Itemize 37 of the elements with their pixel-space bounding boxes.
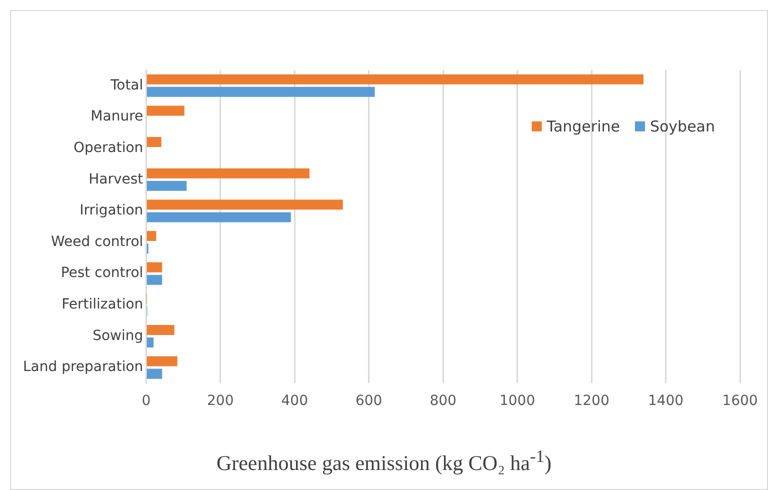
bar (146, 74, 644, 84)
bar (146, 368, 162, 379)
y-tick-label: Total (109, 77, 144, 94)
x-tick-label: 1600 (722, 393, 758, 410)
y-tick-label: Operation (73, 140, 144, 156)
bar (146, 168, 310, 178)
y-tick-label: Sowing (92, 328, 144, 344)
x-tick-label: 0 (142, 393, 151, 410)
y-tick-label: Fertilization (62, 296, 144, 313)
x-axis-title: Greenhouse gas emission (kg CO₂ ha$^{-1}$) (215, 446, 553, 476)
y-tick-label: Irrigation (80, 202, 144, 219)
bar (146, 324, 174, 335)
bar (146, 200, 343, 210)
bar (146, 274, 162, 285)
legend-label: Soybean (650, 117, 716, 136)
x-tick-label: 1400 (648, 393, 684, 410)
x-tick-label: 600 (355, 393, 382, 410)
x-tick-label: 1200 (574, 393, 610, 410)
bar (146, 212, 291, 222)
y-tick-label: Land preparation (23, 359, 144, 376)
bar (146, 337, 154, 348)
bar (146, 180, 187, 191)
bar (146, 356, 178, 366)
bar (146, 86, 375, 97)
y-tick-label: Weed control (51, 234, 144, 250)
x-tick-label: 800 (430, 393, 456, 410)
legend-label: Tangerine (546, 117, 620, 136)
bar (146, 137, 162, 148)
x-tick-label: 1000 (499, 393, 536, 410)
bar (146, 106, 184, 116)
bar (146, 262, 162, 272)
y-tick-label: Manure (90, 108, 144, 125)
x-tick-label: 200 (207, 393, 234, 410)
bar (146, 230, 156, 242)
y-tick-label: Harvest (88, 171, 144, 188)
y-tick-label: Pest control (60, 265, 144, 282)
x-tick-label: 400 (281, 393, 308, 410)
